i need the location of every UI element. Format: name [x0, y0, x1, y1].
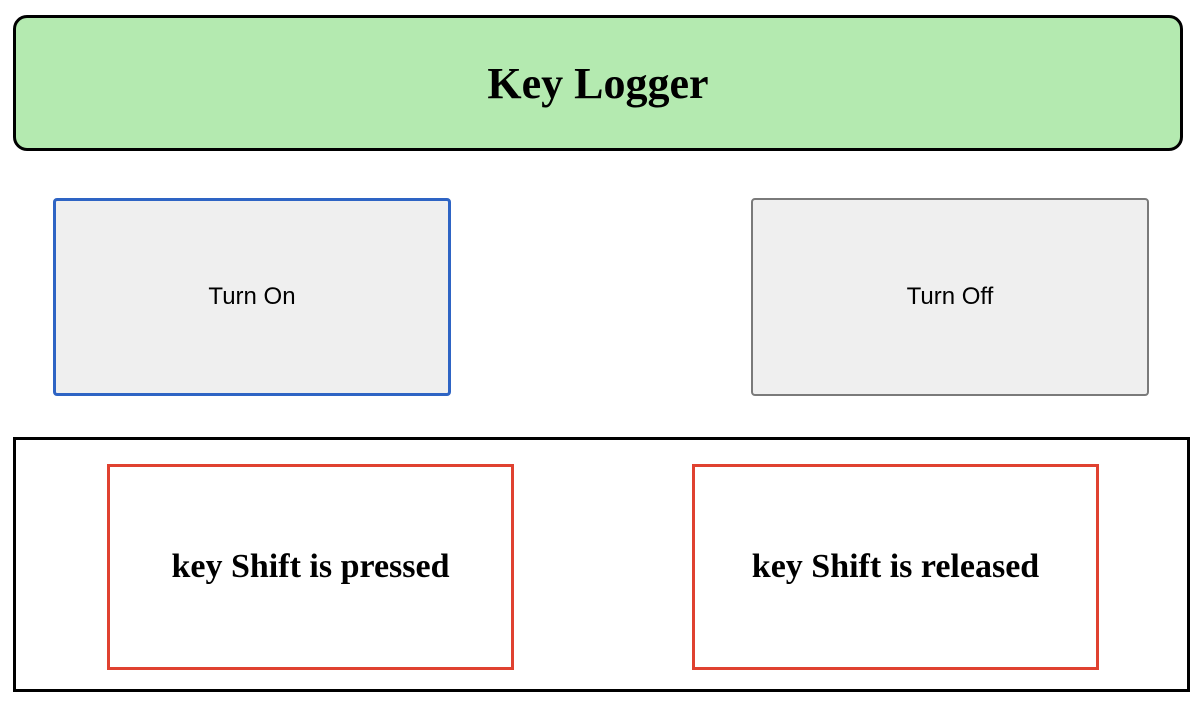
- turn-on-button[interactable]: Turn On: [53, 198, 451, 396]
- key-pressed-box: key Shift is pressed: [107, 464, 514, 670]
- turn-off-button[interactable]: Turn Off: [751, 198, 1149, 396]
- title-banner: Key Logger: [13, 15, 1183, 151]
- key-log-panel: key Shift is pressed key Shift is releas…: [13, 437, 1190, 692]
- key-released-box: key Shift is released: [692, 464, 1099, 670]
- page-title: Key Logger: [487, 58, 709, 108]
